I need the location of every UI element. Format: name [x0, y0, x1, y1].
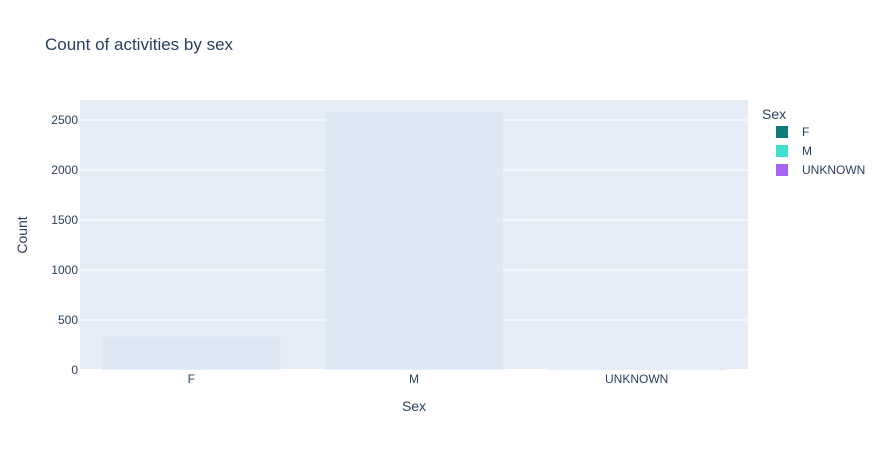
x-tick-label: M	[409, 372, 419, 386]
legend: Sex FM UNKNOWN	[762, 106, 865, 177]
y-tick-label: 2000	[51, 163, 78, 177]
x-axis-title: Sex	[402, 398, 426, 414]
legend-swatch[interactable]	[776, 164, 788, 176]
y-tick-label: 0	[71, 363, 78, 377]
y-axis-title: Count	[14, 216, 30, 253]
x-tick-label: UNKNOWN	[605, 372, 668, 386]
bar-f[interactable]	[102, 337, 281, 370]
bars	[102, 112, 726, 371]
legend-label[interactable]: M	[802, 144, 812, 158]
y-tick-label: 1500	[51, 213, 78, 227]
bar-unknown[interactable]	[547, 369, 726, 371]
legend-swatch[interactable]	[776, 126, 788, 138]
chart-title: Count of activities by sex	[45, 35, 234, 54]
y-tick-label: 1000	[51, 263, 78, 277]
y-tick-labels: 0 500 1000 1500 2000 2500	[51, 113, 78, 377]
bar-m[interactable]	[324, 112, 504, 370]
legend-swatch[interactable]	[776, 145, 788, 157]
legend-label[interactable]: UNKNOWN	[802, 163, 865, 177]
x-tick-label: F	[188, 372, 195, 386]
legend-title: Sex	[762, 106, 786, 122]
x-tick-labels: F M UNKNOWN	[188, 372, 669, 386]
legend-label[interactable]: F	[802, 125, 809, 139]
y-tick-label: 500	[58, 313, 78, 327]
y-tick-label: 2500	[51, 113, 78, 127]
